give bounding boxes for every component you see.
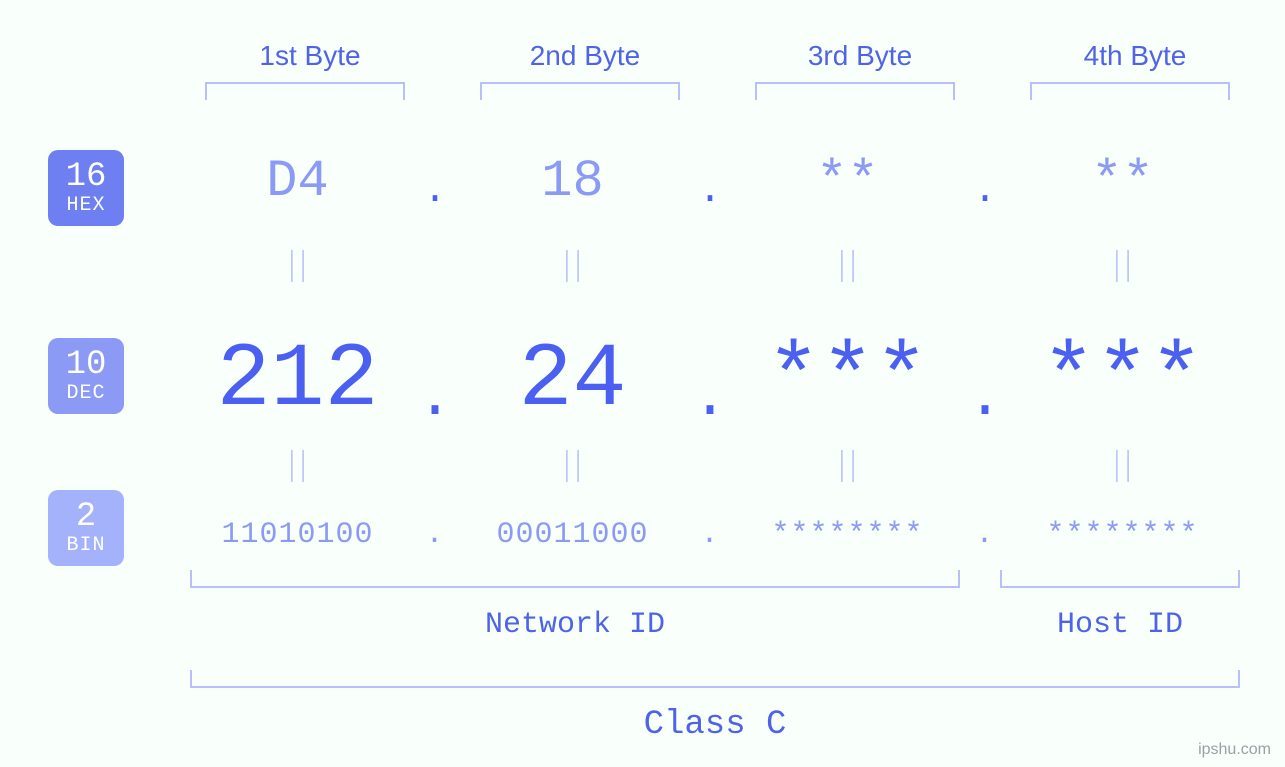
dot-sep: . (965, 365, 1005, 433)
byte-label-3: 3rd Byte (730, 40, 990, 72)
label-class: Class C (190, 706, 1240, 744)
bin-byte-1: 11010100 (180, 518, 415, 552)
dot-sep: . (965, 169, 1005, 214)
badge-dec-label: DEC (48, 383, 124, 404)
badge-dec-base: 10 (48, 348, 124, 384)
dot-sep: . (415, 169, 455, 214)
bracket-class (190, 670, 1240, 688)
bracket-network-id (190, 570, 960, 588)
badge-hex-label: HEX (48, 195, 124, 216)
equals-glyph: || (1058, 448, 1187, 486)
dot-sep: . (415, 365, 455, 433)
equals-row-2: || || || || (180, 448, 1260, 486)
dot-sep: . (690, 365, 730, 433)
bracket-host-id (1000, 570, 1240, 588)
equals-glyph: || (783, 448, 912, 486)
equals-glyph: || (1058, 248, 1187, 286)
byte-label-4: 4th Byte (1005, 40, 1265, 72)
bracket-top-1 (205, 82, 405, 100)
bin-byte-3: ******** (730, 518, 965, 552)
dot-sep: . (690, 518, 730, 552)
bin-byte-4: ******** (1005, 518, 1240, 552)
hex-byte-2: 18 (455, 152, 690, 211)
hex-byte-1: D4 (180, 152, 415, 211)
badge-dec: 10 DEC (48, 338, 124, 414)
equals-glyph: || (783, 248, 912, 286)
equals-glyph: || (233, 448, 362, 486)
equals-glyph: || (233, 248, 362, 286)
badge-bin: 2 BIN (48, 490, 124, 566)
dot-sep: . (690, 169, 730, 214)
byte-label-2: 2nd Byte (455, 40, 715, 72)
badge-bin-label: BIN (48, 535, 124, 556)
row-bin: 11010100 . 00011000 . ******** . *******… (180, 518, 1260, 552)
watermark: ipshu.com (1198, 741, 1271, 759)
hex-byte-3: ** (730, 152, 965, 211)
equals-row-1: || || || || (180, 248, 1260, 286)
dec-byte-4: *** (1005, 330, 1240, 432)
equals-glyph: || (508, 248, 637, 286)
bracket-top-3 (755, 82, 955, 100)
row-dec: 212 . 24 . *** . *** (180, 330, 1260, 432)
badge-bin-base: 2 (48, 500, 124, 536)
bin-byte-2: 00011000 (455, 518, 690, 552)
dot-sep: . (415, 518, 455, 552)
bracket-top-4 (1030, 82, 1230, 100)
badge-hex: 16 HEX (48, 150, 124, 226)
dot-sep: . (965, 518, 1005, 552)
bracket-top-2 (480, 82, 680, 100)
equals-glyph: || (508, 448, 637, 486)
dec-byte-1: 212 (180, 330, 415, 432)
label-network-id: Network ID (190, 608, 960, 642)
row-hex: D4 . 18 . ** . ** (180, 152, 1260, 211)
dec-byte-2: 24 (455, 330, 690, 432)
label-host-id: Host ID (1000, 608, 1240, 642)
dec-byte-3: *** (730, 330, 965, 432)
byte-label-1: 1st Byte (180, 40, 440, 72)
hex-byte-4: ** (1005, 152, 1240, 211)
badge-hex-base: 16 (48, 160, 124, 196)
